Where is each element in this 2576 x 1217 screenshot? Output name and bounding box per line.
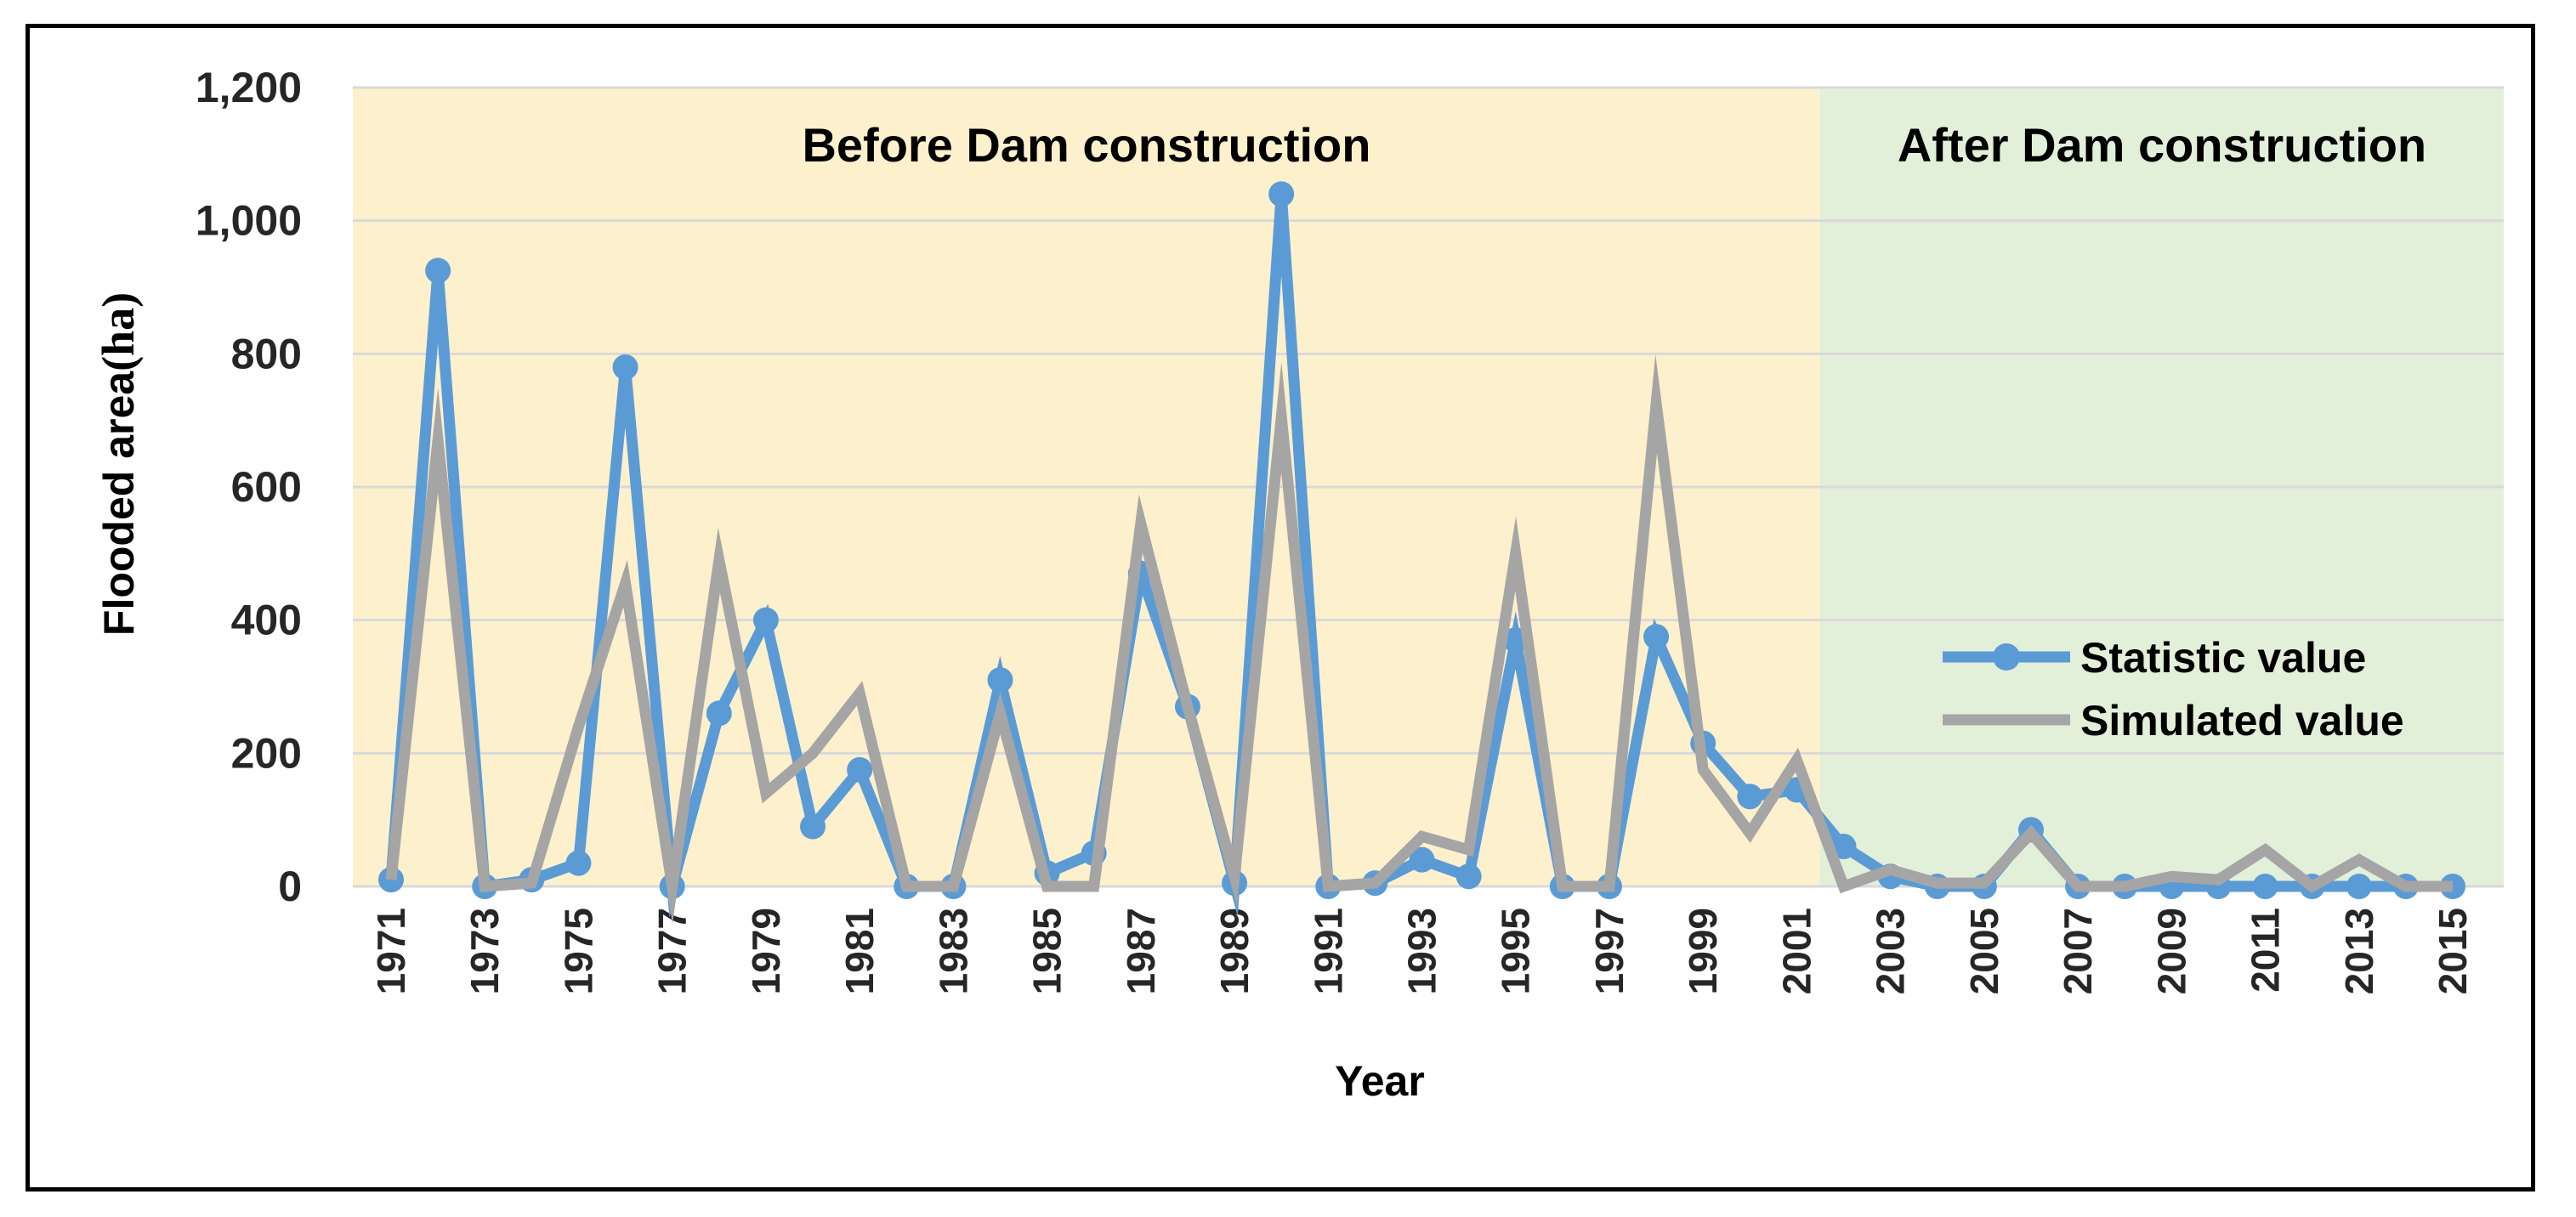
data-point-statistic-value <box>1830 834 1857 859</box>
data-point-statistic-value <box>987 667 1013 693</box>
x-tick-label: 1993 <box>1400 908 1444 994</box>
y-axis-title: Flooded area(ha) <box>93 292 144 636</box>
x-tick-label: 1999 <box>1681 908 1725 994</box>
data-point-statistic-value <box>2346 874 2372 899</box>
x-tick-label: 1979 <box>744 908 788 994</box>
x-tick-label: 1995 <box>1494 908 1538 994</box>
y-tick-label: 200 <box>231 729 302 777</box>
x-tick-label: 1997 <box>1587 908 1631 994</box>
legend-marker-statistic-value <box>1993 643 2020 671</box>
x-tick-label: 2015 <box>2431 908 2475 994</box>
series-line-simulated-value <box>385 354 2453 925</box>
x-tick-label: 2009 <box>2149 908 2193 994</box>
data-point-statistic-value <box>752 607 779 633</box>
x-tick-label: 1981 <box>837 908 882 994</box>
data-point-statistic-value <box>1455 863 1482 890</box>
x-tick-label: 1985 <box>1025 908 1070 994</box>
chart-frame: 0 200 400 600 800 1,000 1,200 1971 1973 1975 1977… <box>26 24 2535 1192</box>
x-tick-label: 2003 <box>1869 908 1913 994</box>
data-point-statistic-value <box>800 813 826 840</box>
y-tick-label: 0 <box>278 863 302 910</box>
x-tick-label: 2001 <box>1774 908 1819 994</box>
x-tick-label: 1991 <box>1306 908 1350 994</box>
x-tick-label: 1983 <box>931 908 975 994</box>
x-tick-label: 1989 <box>1212 908 1257 994</box>
x-tick-label: 1973 <box>462 908 507 994</box>
data-point-statistic-value <box>565 850 592 876</box>
data-point-statistic-value <box>1643 624 1670 650</box>
x-tick-label: 1975 <box>556 908 600 994</box>
data-point-statistic-value <box>706 700 732 727</box>
data-point-statistic-value <box>612 354 638 380</box>
data-point-statistic-value <box>1737 784 1763 810</box>
data-point-statistic-value <box>1268 181 1295 207</box>
y-axis-title-unit: ha <box>93 308 144 356</box>
y-tick-label: 600 <box>231 463 302 511</box>
data-point-statistic-value <box>2252 874 2278 899</box>
legend-label-simulated-value: Simulated value <box>2080 697 2404 744</box>
y-tick-label: 1,200 <box>196 64 302 111</box>
data-point-statistic-value <box>1409 846 1435 873</box>
x-tick-label: 2007 <box>2056 908 2100 994</box>
y-tick-label: 400 <box>231 597 302 644</box>
data-point-statistic-value <box>425 258 451 284</box>
region-label-before: Before Dam construction <box>802 118 1370 172</box>
legend-label-statistic-value: Statistic value <box>2080 634 2366 682</box>
y-tick-label: 800 <box>231 330 302 377</box>
x-axis-title: Year <box>1335 1057 1425 1105</box>
y-axis-title-main: Flooded area <box>95 371 143 636</box>
x-tick-label: 1971 <box>369 908 413 994</box>
y-tick-label: 1,000 <box>196 197 302 245</box>
x-tick-label: 2011 <box>2244 908 2288 993</box>
x-tick-label: 2013 <box>2337 908 2381 994</box>
x-tick-label: 1987 <box>1119 908 1163 994</box>
data-point-statistic-value <box>847 756 873 783</box>
region-label-after: After Dam construction <box>1898 118 2426 172</box>
x-tick-label: 2005 <box>1962 908 2006 994</box>
